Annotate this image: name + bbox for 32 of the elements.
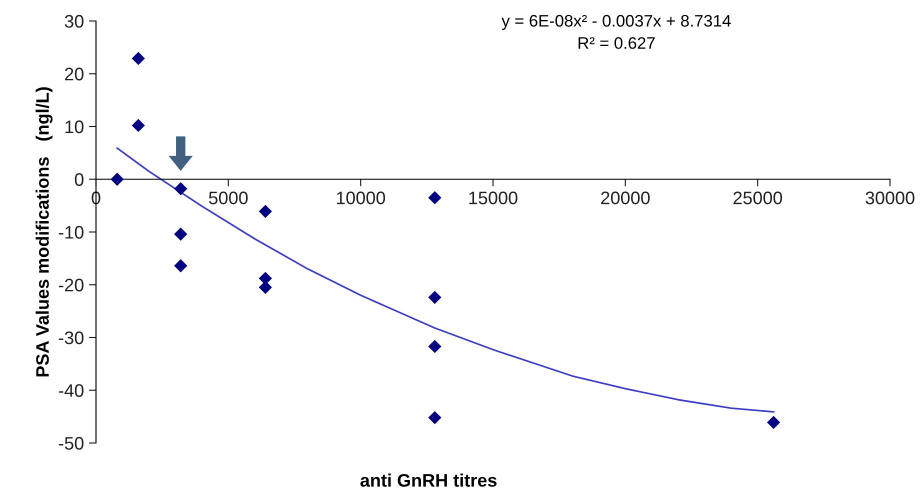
y-tick-label: -40 (58, 384, 84, 397)
point (132, 52, 145, 66)
x-tick-label: 10000 (336, 192, 386, 204)
x-tick-label: 25000 (733, 192, 782, 204)
point (258, 204, 272, 218)
y-tick-label: -20 (58, 278, 84, 292)
point (428, 191, 442, 204)
x-tick-label: 5000 (208, 192, 248, 204)
point (428, 340, 442, 354)
y-tick-label: 0 (74, 173, 84, 186)
point (174, 259, 188, 272)
y-tick-label: 10 (65, 120, 84, 134)
x-tick-label: 30000 (866, 192, 914, 204)
point (110, 172, 124, 186)
x-tick-label: 20000 (601, 192, 650, 204)
y-axis-title: PSA Values modifications (ngl/L) (36, 87, 53, 376)
point (428, 290, 442, 304)
x-tick-label: 15000 (469, 192, 518, 204)
point (132, 118, 145, 132)
y-tick-label: -10 (58, 226, 84, 239)
point (174, 182, 188, 196)
y-tick-label: -30 (58, 331, 84, 344)
point (766, 416, 780, 430)
point (428, 411, 442, 424)
point (258, 280, 272, 294)
y-tick-label: -50 (58, 436, 84, 450)
x-axis-title: anti GnRH titres (360, 474, 497, 487)
annotation: y = 6E-08x² - 0.0037x + 8.7314 (502, 14, 731, 30)
y-tick-label: 20 (65, 68, 84, 80)
point (174, 228, 188, 241)
y-tick-label: 30 (64, 14, 84, 28)
annotation: R² = 0.627 (578, 37, 655, 49)
